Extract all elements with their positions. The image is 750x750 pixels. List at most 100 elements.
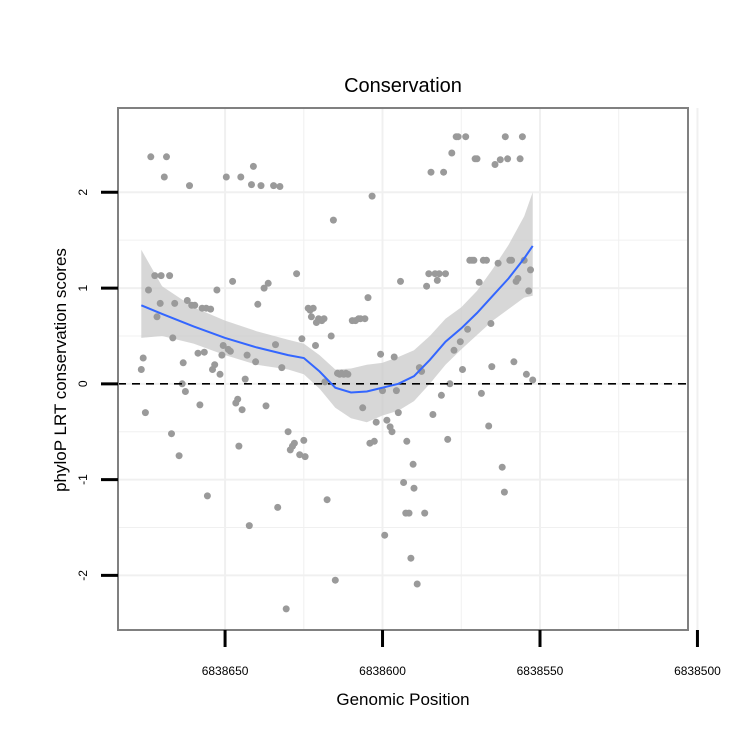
data-point [218, 351, 226, 359]
data-point [448, 149, 456, 157]
data-point [168, 430, 175, 438]
data-point [459, 366, 466, 373]
data-point [219, 342, 227, 349]
data-point [163, 153, 170, 161]
data-point [410, 484, 418, 492]
y-tick-label: 2 [76, 189, 90, 196]
data-point [238, 406, 246, 414]
data-point [300, 436, 308, 444]
data-point [405, 509, 413, 517]
data-point [153, 313, 161, 321]
y-tick-label: 1 [76, 284, 90, 291]
data-point [501, 133, 509, 141]
data-point [194, 349, 202, 357]
data-point [331, 576, 339, 584]
data-point [435, 270, 443, 278]
data-point [470, 256, 478, 264]
data-point [203, 492, 211, 500]
data-point [222, 173, 230, 181]
data-point [264, 279, 272, 287]
data-point [421, 509, 429, 517]
data-point [145, 286, 152, 294]
data-point [496, 156, 504, 164]
data-point [527, 266, 534, 274]
data-point [516, 155, 524, 163]
data-point [245, 522, 253, 530]
y-tick-label: -2 [76, 570, 90, 581]
data-point [440, 168, 448, 176]
y-axis-title: phyloP LRT conservation scores [51, 248, 70, 492]
data-point [156, 299, 164, 307]
x-axis-title: Genomic Position [336, 690, 469, 709]
data-point [243, 351, 251, 359]
data-point [175, 452, 183, 460]
data-point [141, 409, 149, 417]
data-point [323, 496, 331, 504]
data-point [423, 282, 431, 290]
data-point [157, 272, 165, 280]
data-point [274, 503, 282, 511]
data-point [137, 366, 145, 373]
data-point [494, 259, 502, 267]
data-point [196, 401, 204, 409]
data-point [473, 155, 481, 163]
data-point [309, 304, 317, 312]
data-point [290, 439, 298, 447]
data-point [390, 353, 398, 361]
data-point [446, 380, 454, 388]
data-point [475, 278, 483, 286]
x-axis: 6838650 6838600 6838550 6838500 [202, 630, 721, 678]
data-point [284, 428, 292, 436]
confidence-band [141, 192, 533, 423]
data-point [329, 216, 337, 224]
data-point [272, 341, 279, 349]
data-point [514, 275, 522, 282]
data-point [166, 272, 174, 280]
data-points [137, 133, 537, 613]
data-point [485, 422, 493, 430]
panel-border [117, 107, 689, 631]
data-point [139, 354, 147, 362]
data-point [301, 453, 309, 461]
x-tick-label: 6838600 [359, 664, 406, 678]
y-tick-label: 0 [76, 380, 90, 387]
data-point [171, 299, 179, 307]
data-point [241, 375, 249, 383]
data-point [487, 320, 495, 327]
data-point [179, 359, 187, 367]
data-point [437, 391, 445, 399]
data-point [151, 272, 159, 280]
data-point [213, 286, 221, 294]
data-point [427, 168, 435, 176]
data-point [169, 334, 177, 342]
data-point [254, 300, 262, 308]
data-point [392, 387, 400, 395]
data-point [462, 133, 470, 141]
data-point [262, 402, 270, 410]
data-point [403, 437, 411, 445]
data-point [491, 161, 499, 168]
y-axis: -2 -1 0 1 2 [76, 189, 118, 581]
data-point [477, 389, 485, 397]
data-point [510, 358, 518, 366]
data-point [368, 192, 376, 200]
data-point [504, 155, 512, 163]
data-point [344, 370, 352, 378]
data-point [454, 133, 462, 141]
data-point [429, 411, 437, 418]
data-point [282, 605, 290, 613]
data-point [216, 370, 224, 378]
data-point [450, 346, 458, 354]
data-point [361, 315, 369, 323]
data-point [425, 270, 433, 278]
data-point [312, 342, 319, 349]
data-point [464, 325, 472, 333]
data-point [181, 388, 189, 395]
data-point [483, 256, 490, 264]
data-point [278, 364, 286, 372]
data-point [498, 463, 506, 471]
data-point [226, 347, 234, 355]
data-point [488, 363, 496, 371]
data-point [248, 181, 255, 189]
